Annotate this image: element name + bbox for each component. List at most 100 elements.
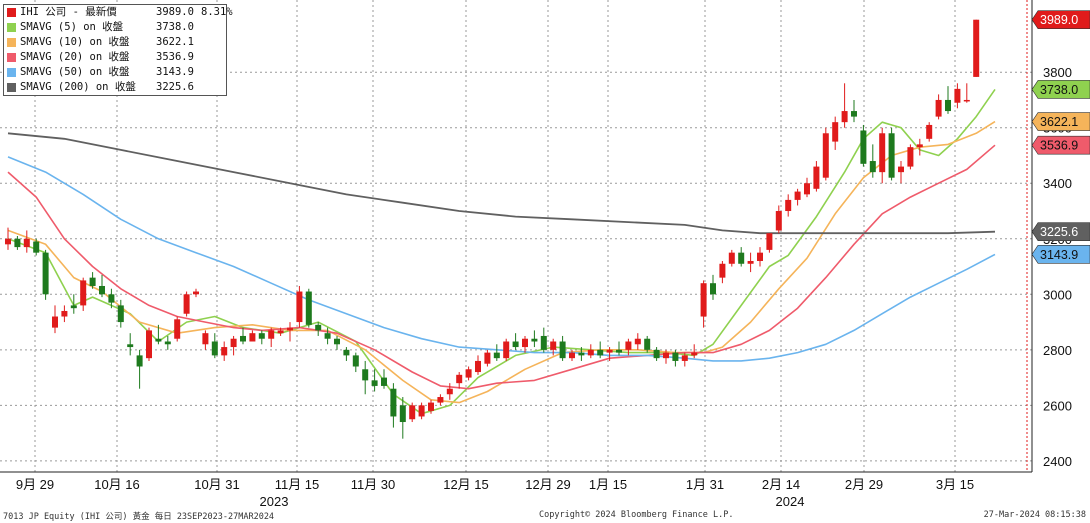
legend-row-sma50: SMAVG (50) on 收盤 3143.9 [4, 65, 226, 80]
series-line [7, 120, 996, 404]
candle-body [428, 402, 434, 411]
candle-body [52, 316, 58, 328]
candle-body [117, 305, 124, 323]
candle-body [183, 294, 190, 314]
candle-body [89, 277, 96, 286]
x-tick-label: 9月 29 [16, 477, 54, 492]
candle-body [681, 355, 688, 361]
candle-body [230, 338, 237, 348]
candle-body [127, 344, 134, 348]
candle-body [578, 352, 585, 356]
candle-body [832, 122, 839, 142]
legend-row-sma5: SMAVG (5) on 收盤 3738.0 [4, 20, 226, 35]
candle-body [691, 352, 698, 356]
candle-body [465, 369, 472, 378]
candle-body [493, 352, 500, 359]
candle-body [728, 252, 735, 264]
x-tick-label: 11月 15 [275, 477, 320, 492]
candle-body [164, 341, 171, 345]
candle-body [202, 333, 209, 345]
legend-swatch-price [7, 8, 16, 17]
y-tick-label: 3400 [1043, 176, 1072, 191]
legend-row-sma200: SMAVG (200) on 收盤 3225.6 [4, 80, 226, 95]
candle-body [879, 133, 886, 173]
candle-body [381, 377, 387, 386]
candle-body [672, 352, 679, 361]
candle-body [80, 280, 87, 306]
last-value-tag-label: 3738.0 [1040, 83, 1078, 97]
candle-body [540, 335, 547, 350]
candle-body [898, 166, 904, 173]
candle-body [926, 124, 933, 139]
candle-body [70, 305, 77, 309]
candle-body [775, 211, 782, 231]
x-tick-label: 10月 16 [94, 477, 140, 492]
year-label: 2023 [260, 494, 289, 509]
last-value-tag: 3738.0 [1031, 80, 1090, 99]
legend-value-sma10: 3622.1 [156, 36, 194, 48]
candle-body [315, 324, 322, 331]
footer-copyright: Copyright© 2024 Bloomberg Finance L.P. [539, 510, 734, 520]
last-value-tag-label: 3225.6 [1040, 225, 1078, 239]
legend-value-price: 3989.0 [156, 6, 194, 18]
candle-body [738, 252, 745, 264]
legend-value-sma5: 3738.0 [156, 21, 194, 33]
legend-swatch-sma5 [7, 23, 16, 32]
candle-body [146, 330, 152, 359]
year-label: 2024 [776, 494, 805, 509]
legend-swatch-sma20 [7, 53, 16, 62]
legend-row-sma20: SMAVG (20) on 收盤 3536.9 [4, 50, 226, 65]
candle-body [240, 335, 246, 342]
candle-body [352, 355, 359, 367]
candle-body [5, 238, 11, 245]
last-value-tag: 3536.9 [1031, 135, 1090, 155]
candle-body [973, 19, 980, 77]
last-value-tag-label: 3989.0 [1040, 13, 1078, 27]
series-line [7, 144, 996, 390]
x-tick-label: 3月 15 [936, 477, 974, 492]
x-tick-label: 1月 15 [589, 477, 627, 492]
legend-name-sma20: SMAVG (20) on 收盤 [20, 51, 130, 63]
candle-body [324, 333, 331, 339]
footer-security-info: 7013 JP Equity (IHI 公司) 黃金 每日 23SEP2023-… [3, 512, 275, 522]
candle-body [268, 330, 275, 339]
candle-body [409, 405, 416, 420]
x-tick-label: 2月 14 [762, 477, 800, 492]
candle-body [954, 88, 961, 103]
candle-body [869, 161, 876, 173]
candle-body [503, 341, 510, 359]
candle-body [362, 369, 369, 381]
y-tick-label: 2400 [1043, 454, 1072, 469]
candle-body [963, 99, 970, 102]
candle-body [569, 352, 575, 359]
y-tick-label: 2600 [1043, 398, 1072, 413]
candle-body [343, 349, 350, 356]
candle-body [663, 352, 669, 359]
legend-name-price: IHI 公司 - 最新價 [20, 6, 117, 18]
x-tick-label: 1月 31 [686, 477, 724, 492]
legend-name-sma10: SMAVG (10) on 收盤 [20, 36, 130, 48]
last-value-tag-shape [1031, 80, 1090, 99]
candle-body [860, 130, 867, 164]
y-tick-label: 3800 [1043, 65, 1072, 80]
candle-body [249, 333, 256, 342]
x-tick-label: 2月 29 [845, 477, 883, 492]
x-tick-label: 10月 31 [194, 477, 240, 492]
legend-name-sma200: SMAVG (200) on 收盤 [20, 81, 136, 93]
legend-name-sma5: SMAVG (5) on 收盤 [20, 21, 124, 33]
legend-swatch-sma10 [7, 38, 16, 47]
candle-body [193, 291, 199, 295]
legend-value-sma50: 3143.9 [156, 66, 194, 78]
candle-body [155, 338, 162, 342]
candle-body [700, 283, 707, 317]
candle-body [108, 294, 115, 303]
candle-body [907, 147, 914, 167]
last-value-tag-shape [1031, 10, 1090, 30]
legend-row-price: IHI 公司 - 最新價 3989.0 8.31% [4, 5, 233, 20]
candle-body [14, 238, 21, 248]
legend-name-sma50: SMAVG (50) on 收盤 [20, 66, 130, 78]
x-tick-label: 12月 29 [525, 477, 571, 492]
candle-body [456, 374, 463, 384]
candle-body [305, 291, 312, 325]
last-value-tag: 3622.1 [1031, 112, 1090, 131]
